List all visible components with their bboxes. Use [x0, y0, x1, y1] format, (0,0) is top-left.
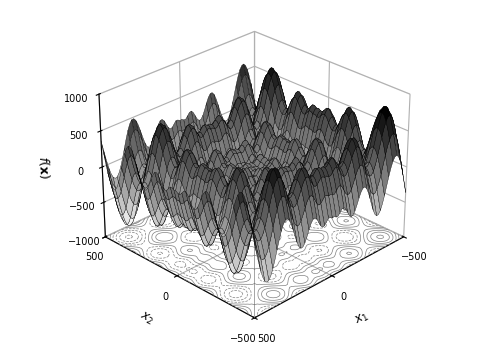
- X-axis label: $x_1$: $x_1$: [352, 309, 372, 328]
- Y-axis label: $x_2$: $x_2$: [138, 309, 156, 328]
